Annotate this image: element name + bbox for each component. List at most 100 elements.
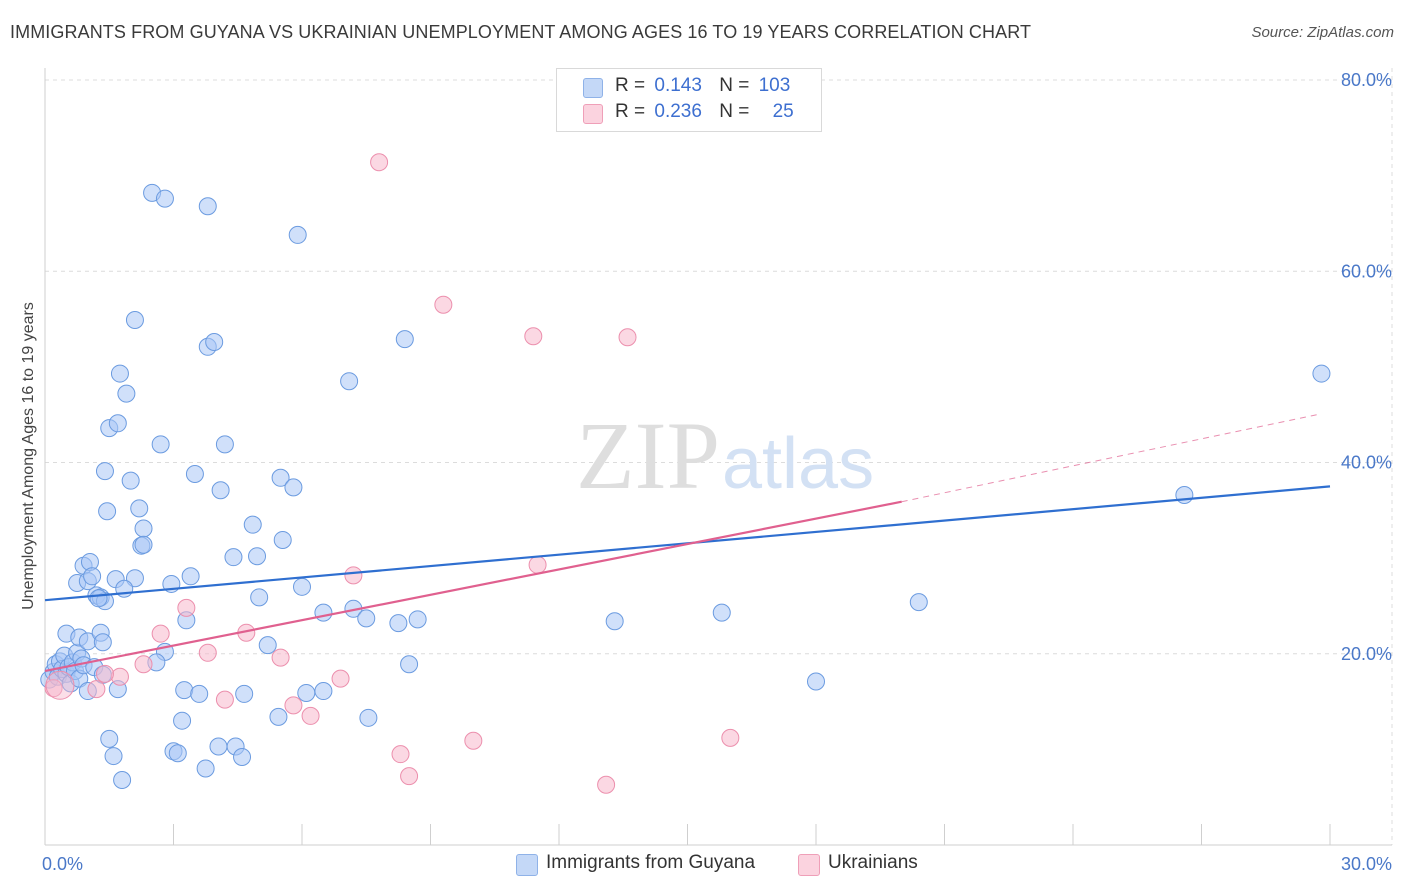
point-ukrainians	[344, 566, 363, 585]
point-guyana	[134, 519, 153, 538]
point-guyana	[224, 548, 243, 567]
x-tick-labels: 0.0% 30.0%	[42, 854, 1392, 874]
point-guyana	[909, 593, 928, 612]
point-guyana	[95, 462, 114, 481]
point-ukrainians	[528, 555, 547, 574]
point-ukrainians	[391, 745, 410, 764]
point-guyana	[233, 748, 252, 767]
point-cluster	[45, 670, 75, 700]
legend-swatch-ukrainians	[583, 104, 603, 124]
y-tick-label: 60.0%	[1341, 261, 1392, 281]
point-ukrainians	[284, 696, 303, 715]
legend-n-value: 103	[758, 75, 791, 96]
point-guyana	[605, 612, 624, 631]
point-guyana	[389, 614, 408, 633]
point-ukrainians	[524, 327, 543, 346]
y-tick-labels: 20.0% 40.0% 60.0% 80.0%	[1341, 70, 1392, 664]
watermark-atlas: atlas	[722, 424, 874, 504]
point-guyana	[357, 609, 376, 628]
point-ukrainians	[198, 643, 217, 662]
chart-title: IMMIGRANTS FROM GUYANA VS UKRAINIAN UNEM…	[10, 22, 1032, 42]
trend-lines	[44, 413, 1331, 673]
point-guyana	[121, 471, 140, 490]
point-guyana	[215, 435, 234, 454]
point-guyana	[125, 311, 144, 330]
point-guyana	[100, 729, 119, 748]
legend-r-value: 0.143	[654, 75, 702, 96]
point-guyana	[235, 684, 254, 703]
point-guyana	[273, 530, 292, 549]
point-ukrainians	[87, 680, 106, 699]
point-guyana	[190, 684, 209, 703]
point-guyana	[110, 364, 129, 383]
point-ukrainians	[721, 728, 740, 747]
point-ukrainians	[271, 648, 290, 667]
point-guyana	[83, 567, 102, 586]
point-guyana	[104, 747, 123, 766]
legend-swatch-guyana	[583, 78, 603, 98]
point-guyana	[288, 225, 307, 244]
point-guyana	[151, 435, 170, 454]
trend-extension-ukrainians	[901, 413, 1322, 503]
legend-r-label: R =	[615, 75, 646, 96]
point-guyana	[155, 189, 174, 208]
point-guyana	[134, 535, 153, 554]
point-ukrainians	[134, 655, 153, 674]
point-guyana	[284, 478, 303, 497]
point-ukrainians	[151, 624, 170, 643]
point-guyana	[250, 588, 269, 607]
x-tick-label: 0.0%	[42, 854, 83, 874]
point-guyana	[1175, 486, 1194, 505]
bottom-legend-swatch-ukrainians	[798, 854, 820, 876]
point-guyana	[408, 610, 427, 629]
point-guyana	[168, 744, 187, 763]
legend-n-value: 25	[772, 101, 794, 122]
point-guyana	[196, 759, 215, 778]
point-ukrainians	[110, 667, 129, 686]
point-guyana	[258, 636, 277, 655]
y-tick-label: 40.0%	[1341, 453, 1392, 473]
point-guyana	[400, 655, 419, 674]
point-guyana	[93, 633, 112, 652]
point-guyana	[205, 333, 224, 352]
point-guyana	[248, 547, 267, 566]
point-ukrainians	[464, 731, 483, 750]
point-ukrainians	[618, 328, 637, 347]
axes	[44, 68, 1392, 846]
legend-n-label: N =	[719, 101, 750, 122]
legend-r-label: R =	[615, 101, 646, 122]
point-guyana	[211, 481, 230, 500]
point-guyana	[198, 197, 217, 216]
stats-legend: R = 0.143 N = 103 R = 0.236 N = 25	[556, 68, 822, 132]
point-ukrainians	[95, 664, 114, 683]
point-guyana	[712, 603, 731, 622]
data-points	[40, 153, 1331, 794]
point-guyana	[807, 672, 825, 691]
y-tick-label: 20.0%	[1341, 644, 1392, 664]
point-guyana	[314, 682, 333, 701]
point-ukrainians	[331, 669, 350, 688]
point-ukrainians	[400, 767, 419, 786]
point-guyana	[395, 330, 414, 349]
bottom-legend-swatch-guyana	[516, 854, 538, 876]
point-ukrainians	[370, 153, 389, 172]
point-ukrainians	[177, 598, 196, 617]
point-guyana	[340, 372, 359, 391]
trend-line-ukrainians	[44, 500, 902, 673]
x-tick-label: 30.0%	[1341, 854, 1392, 874]
point-guyana	[293, 577, 311, 596]
point-guyana	[243, 515, 262, 534]
point-guyana	[209, 737, 228, 756]
point-guyana	[173, 711, 192, 730]
point-ukrainians	[301, 706, 320, 725]
point-ukrainians	[44, 679, 63, 698]
point-ukrainians	[434, 295, 453, 314]
legend-n-label: N =	[719, 75, 750, 96]
point-guyana	[175, 681, 194, 700]
watermark-zip: ZIP	[576, 402, 720, 509]
point-guyana	[271, 468, 290, 487]
point-guyana	[98, 502, 117, 521]
point-guyana	[297, 683, 316, 702]
point-guyana	[108, 414, 127, 433]
